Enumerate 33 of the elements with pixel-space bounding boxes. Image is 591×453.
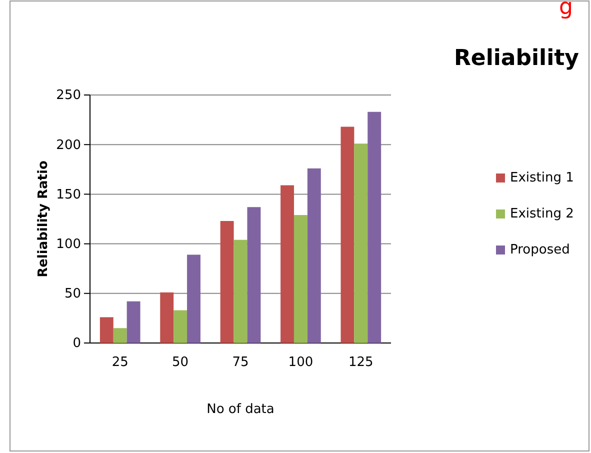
bar bbox=[113, 328, 127, 343]
bar bbox=[126, 301, 140, 343]
bar bbox=[368, 112, 382, 343]
y-tick-label: 0 bbox=[72, 336, 81, 352]
legend-label: Existing 2 bbox=[510, 206, 574, 222]
bar bbox=[307, 168, 321, 343]
bar bbox=[174, 310, 188, 343]
bar bbox=[340, 126, 354, 343]
bar bbox=[354, 144, 368, 343]
bar bbox=[234, 240, 248, 343]
y-tick-label: 150 bbox=[56, 187, 81, 202]
y-tick-label: 100 bbox=[56, 236, 81, 252]
x-axis-title: No of data bbox=[206, 402, 274, 417]
x-tick-label: 75 bbox=[232, 355, 249, 370]
bar bbox=[247, 207, 261, 343]
x-tick-label: 100 bbox=[288, 355, 314, 370]
y-tick-label: 50 bbox=[64, 286, 81, 302]
bar bbox=[100, 317, 114, 343]
bar bbox=[280, 185, 294, 343]
y-axis-title: Reliability Ratio bbox=[36, 160, 51, 278]
text: Reliability bbox=[454, 46, 579, 71]
text: g bbox=[559, 0, 573, 20]
x-tick-label: 50 bbox=[172, 355, 189, 370]
y-tick-label: 250 bbox=[56, 88, 81, 104]
x-tick-label: 25 bbox=[112, 355, 128, 370]
bar bbox=[294, 215, 308, 343]
bar bbox=[220, 220, 234, 343]
y-tick-label: 200 bbox=[56, 138, 81, 153]
x-tick-label: 125 bbox=[348, 355, 374, 370]
bar bbox=[187, 254, 200, 343]
legend-label: Existing 1 bbox=[510, 170, 574, 186]
legend-label: Proposed bbox=[510, 242, 570, 258]
bar bbox=[160, 292, 174, 343]
